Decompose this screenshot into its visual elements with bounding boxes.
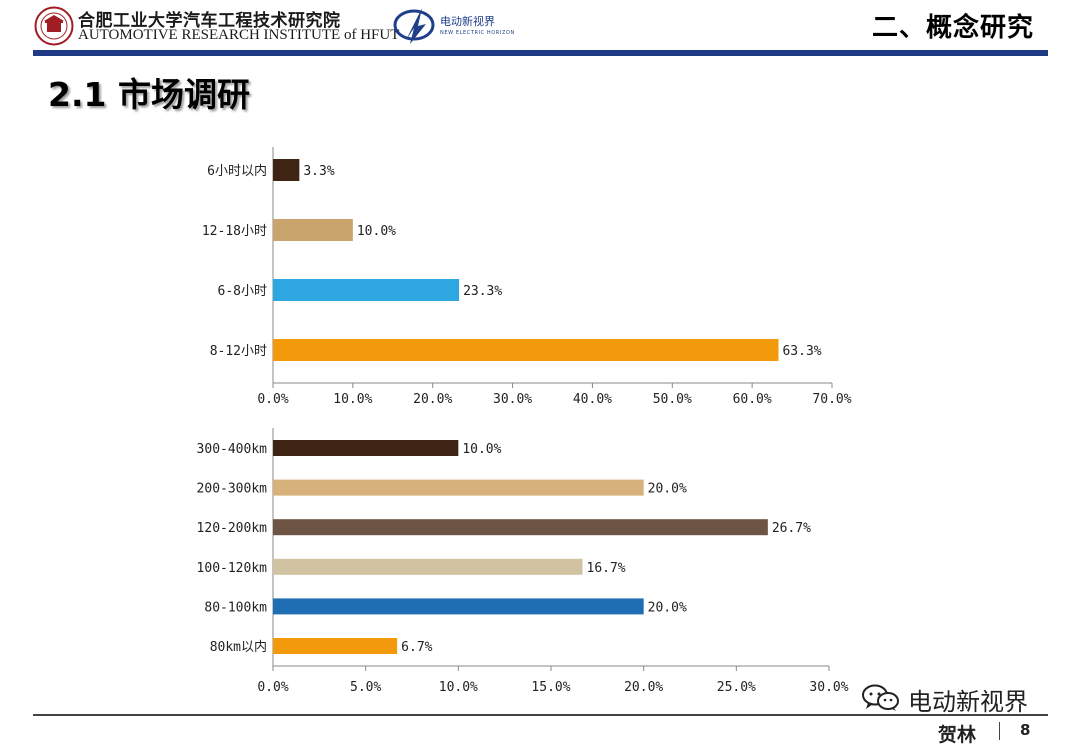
electric-horizon-logo-icon xyxy=(393,8,435,44)
x-tick-label: 40.0% xyxy=(573,392,612,407)
category-label: 6小时以内 xyxy=(207,163,267,179)
data-label: 20.0% xyxy=(648,482,687,497)
x-tick-label: 15.0% xyxy=(531,680,570,695)
watermark-text: 电动新视界 xyxy=(908,688,1028,716)
data-label: 26.7% xyxy=(772,521,811,536)
partner-name-cn: 电动新视界 xyxy=(440,15,495,28)
x-tick-label: 25.0% xyxy=(717,680,756,695)
x-tick-label: 5.0% xyxy=(350,680,381,695)
x-tick-label: 20.0% xyxy=(624,680,663,695)
data-label: 23.3% xyxy=(463,284,502,299)
x-tick-label: 50.0% xyxy=(653,392,692,407)
bar xyxy=(273,219,353,241)
institute-name-cn: 合肥工业大学汽车工程技术研究院 xyxy=(78,11,341,31)
x-tick-label: 70.0% xyxy=(812,392,851,407)
bar xyxy=(273,339,779,361)
footer-separator xyxy=(999,722,1000,740)
page-title: 2.1 市场调研 xyxy=(48,75,250,114)
data-label: 20.0% xyxy=(648,600,687,615)
institute-name-en: AUTOMOTIVE RESEARCH INSTITUTE of HFUT xyxy=(78,27,400,43)
driving-range-bar-chart: 0.0% 5.0% 10.0% 15.0% 20.0% 25.0% 30.0% 300-400… xyxy=(197,428,849,695)
category-label: 6-8小时 xyxy=(218,284,267,299)
category-label: 200-300km xyxy=(197,482,268,497)
category-label: 80km以内 xyxy=(210,639,267,655)
bar xyxy=(273,519,768,536)
bar xyxy=(273,279,460,301)
slide-header: 合肥工业大学汽车工程技术研究院 AUTOMOTIVE RESEARCH INST… xyxy=(0,0,1080,60)
data-label: 10.0% xyxy=(357,224,396,239)
bar xyxy=(273,598,644,615)
x-tick-label: 30.0% xyxy=(493,392,532,407)
x-tick-label: 10.0% xyxy=(333,392,372,407)
partner-name-en: NEW ELECTRIC HORIZON xyxy=(440,30,515,36)
x-tick-label: 60.0% xyxy=(733,392,772,407)
bar xyxy=(273,159,300,181)
x-tick-label: 0.0% xyxy=(257,680,288,695)
x-tick-label: 20.0% xyxy=(413,392,452,407)
header-divider xyxy=(33,50,1048,56)
category-label: 100-120km xyxy=(197,561,268,576)
wechat-icon xyxy=(862,684,899,711)
charging-time-bar-chart: 0.0% 10.0% 20.0% 30.0% 40.0% 50.0% 60.0% 70.0% 6… xyxy=(202,147,852,407)
x-tick-label: 30.0% xyxy=(809,680,848,695)
section-title: 二、概念研究 xyxy=(871,13,1034,43)
bar xyxy=(273,440,459,456)
x-tick-label: 0.0% xyxy=(257,392,288,407)
category-label: 12-18小时 xyxy=(202,224,267,239)
data-label: 10.0% xyxy=(462,442,501,457)
bar xyxy=(273,558,583,575)
category-label: 80-100km xyxy=(204,600,267,615)
category-label: 120-200km xyxy=(197,521,268,536)
page-number: 8 xyxy=(1020,721,1031,739)
bar xyxy=(273,479,644,496)
university-seal-logo xyxy=(34,6,74,46)
category-label: 8-12小时 xyxy=(210,344,267,359)
data-label: 3.3% xyxy=(303,164,334,179)
x-tick-label: 10.0% xyxy=(439,680,478,695)
category-label: 300-400km xyxy=(197,442,268,457)
data-label: 16.7% xyxy=(587,561,626,576)
data-label: 63.3% xyxy=(782,344,821,359)
bar xyxy=(273,638,398,654)
data-label: 6.7% xyxy=(401,640,432,655)
footer-divider xyxy=(33,714,1048,716)
footer-author: 贺林 xyxy=(938,724,977,746)
